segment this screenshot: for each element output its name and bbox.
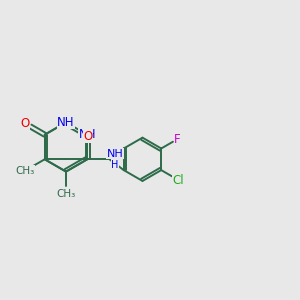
Text: H: H [111,160,118,170]
Text: CH₃: CH₃ [16,166,35,176]
Text: O: O [83,130,92,143]
Text: NH: NH [79,128,96,141]
Text: NH: NH [106,149,123,159]
Text: CH₃: CH₃ [56,189,76,199]
Text: O: O [21,117,30,130]
Text: NH: NH [57,116,75,129]
Text: F: F [174,133,181,146]
Text: Cl: Cl [173,174,184,187]
